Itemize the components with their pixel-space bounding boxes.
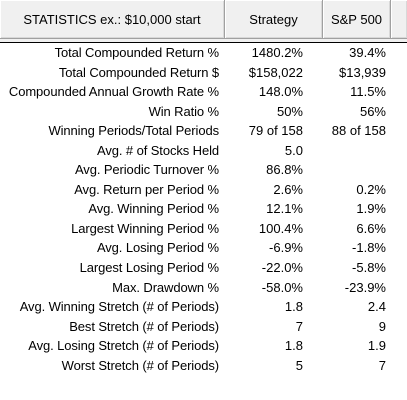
statistics-table: STATISTICS ex.: $10,000 start Strategy S… bbox=[0, 0, 407, 373]
strategy-value: -58.0% bbox=[261, 279, 303, 295]
sp500-value: $13,939 bbox=[339, 64, 386, 80]
table-row: Largest Winning Period % 100.4% 6.6% bbox=[0, 219, 407, 239]
column-header-sp500[interactable]: S&P 500 bbox=[323, 0, 391, 39]
row-label: Best Stretch (# of Periods) bbox=[69, 318, 219, 334]
table-row: Worst Stretch (# of Periods) 5 7 bbox=[0, 356, 407, 376]
row-label: Avg. Losing Period % bbox=[96, 240, 219, 256]
sp500-value: 2.4 bbox=[367, 299, 386, 315]
strategy-value: 86.8% bbox=[266, 162, 303, 178]
table-row: Win Ratio % 50% 56% bbox=[0, 102, 407, 122]
table-row: Avg. Winning Period % 12.1% 1.9% bbox=[0, 199, 407, 219]
row-label: Avg. Return per Period % bbox=[74, 181, 219, 197]
row-label: Total Compounded Return $ bbox=[58, 64, 219, 80]
row-label: Avg. Periodic Turnover % bbox=[74, 162, 219, 178]
sp500-value bbox=[323, 160, 386, 180]
strategy-value: -22.0% bbox=[261, 260, 303, 276]
strategy-value: 79 of 158 bbox=[248, 123, 303, 139]
column-header-strategy[interactable]: Strategy bbox=[225, 0, 323, 39]
sp500-value: 9 bbox=[378, 318, 386, 334]
column-header-statistics[interactable]: STATISTICS ex.: $10,000 start bbox=[0, 0, 225, 39]
strategy-value: 100.4% bbox=[258, 220, 303, 236]
row-label: Winning Periods/Total Periods bbox=[48, 123, 219, 139]
sp500-value bbox=[323, 141, 386, 161]
strategy-value: 1.8 bbox=[284, 299, 303, 315]
row-label: Avg. Winning Period % bbox=[88, 201, 219, 217]
table-row: Compounded Annual Growth Rate % 148.0% 1… bbox=[0, 82, 407, 102]
row-label: Avg. Winning Stretch (# of Periods) bbox=[19, 299, 219, 315]
sp500-value: 6.6% bbox=[356, 220, 386, 236]
row-label: Largest Winning Period % bbox=[71, 220, 219, 236]
table-row: Avg. Losing Period % -6.9% -1.8% bbox=[0, 238, 407, 258]
sp500-value: 7 bbox=[378, 357, 386, 373]
table-row: Avg. Losing Stretch (# of Periods) 1.8 1… bbox=[0, 336, 407, 356]
table-row: Largest Losing Period % -22.0% -5.8% bbox=[0, 258, 407, 278]
row-label: Compounded Annual Growth Rate % bbox=[8, 84, 219, 100]
row-label: Avg. Losing Stretch (# of Periods) bbox=[28, 338, 219, 354]
sp500-value: 39.4% bbox=[349, 45, 386, 60]
table-row: Max. Drawdown % -58.0% -23.9% bbox=[0, 278, 407, 298]
sp500-value: 56% bbox=[359, 103, 386, 119]
strategy-value: 1480.2% bbox=[251, 45, 303, 60]
sp500-value: 1.9% bbox=[356, 201, 386, 217]
table-row: Total Compounded Return % 1480.2% 39.4% bbox=[0, 43, 407, 63]
row-label: Max. Drawdown % bbox=[112, 279, 219, 295]
table-body: Total Compounded Return % 1480.2% 39.4% … bbox=[0, 43, 407, 375]
strategy-value: 12.1% bbox=[266, 201, 303, 217]
row-label: Largest Losing Period % bbox=[79, 260, 219, 276]
strategy-value: -6.9% bbox=[269, 240, 303, 256]
strategy-value: 148.0% bbox=[258, 84, 303, 100]
strategy-value: $158,022 bbox=[248, 64, 303, 80]
row-label: Avg. # of Stocks Held bbox=[97, 142, 219, 158]
sp500-value: -5.8% bbox=[352, 260, 386, 276]
sp500-value: 88 of 158 bbox=[331, 123, 386, 139]
sp500-value: 0.2% bbox=[356, 181, 386, 197]
table-row: Avg. Winning Stretch (# of Periods) 1.8 … bbox=[0, 297, 407, 317]
strategy-value: 5 bbox=[295, 357, 303, 373]
table-header: STATISTICS ex.: $10,000 start Strategy S… bbox=[0, 0, 407, 43]
sp500-value: -23.9% bbox=[344, 279, 386, 295]
row-label: Worst Stretch (# of Periods) bbox=[61, 357, 219, 373]
sp500-value: 1.9 bbox=[367, 338, 386, 354]
strategy-value: 2.6% bbox=[273, 181, 303, 197]
strategy-value: 1.8 bbox=[284, 338, 303, 354]
row-label: Total Compounded Return % bbox=[54, 45, 220, 60]
sp500-value: -1.8% bbox=[352, 240, 386, 256]
table-row: Best Stretch (# of Periods) 7 9 bbox=[0, 317, 407, 337]
column-header-empty bbox=[391, 0, 407, 39]
strategy-value: 7 bbox=[295, 318, 303, 334]
strategy-value: 5.0 bbox=[284, 142, 303, 158]
table-row: Total Compounded Return $ $158,022 $13,9… bbox=[0, 63, 407, 83]
row-label: Win Ratio % bbox=[148, 103, 220, 119]
header-divider bbox=[0, 42, 407, 43]
strategy-value: 50% bbox=[276, 103, 303, 119]
table-row: Avg. Periodic Turnover % 86.8% bbox=[0, 160, 407, 180]
sp500-value: 11.5% bbox=[350, 84, 386, 100]
table-row: Avg. Return per Period % 2.6% 0.2% bbox=[0, 180, 407, 200]
table-row: Avg. # of Stocks Held 5.0 bbox=[0, 141, 407, 161]
table-row: Winning Periods/Total Periods 79 of 158 … bbox=[0, 121, 407, 141]
